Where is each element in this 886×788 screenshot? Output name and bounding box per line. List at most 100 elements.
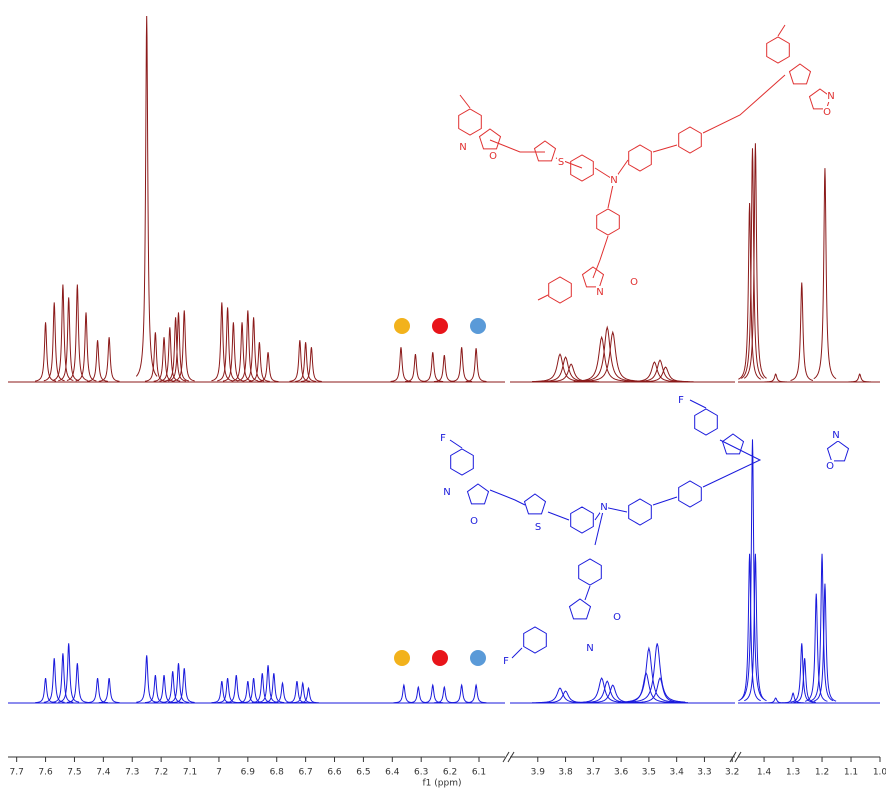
x-tick-label: 6.9 (241, 768, 256, 778)
atom-bg (459, 141, 467, 153)
atom-label: N (586, 643, 593, 654)
peak (217, 307, 239, 382)
bond (689, 399, 707, 409)
atom-bg (534, 521, 542, 533)
x-axis-label: f1 (ppm) (423, 779, 462, 788)
peak (584, 684, 641, 704)
peak (629, 643, 686, 703)
ring (523, 493, 547, 515)
peak (257, 665, 279, 703)
peak (289, 340, 311, 382)
bond (489, 139, 545, 153)
peak (741, 148, 764, 379)
dot (394, 650, 410, 666)
atom-bg (596, 286, 604, 298)
x-tick-label: 6.2 (443, 768, 457, 778)
atom-bg (826, 460, 834, 472)
peak (58, 643, 80, 703)
atom-bg (677, 394, 685, 406)
peak (225, 675, 247, 704)
ring (533, 140, 557, 162)
bond (449, 439, 463, 449)
ring (478, 128, 502, 150)
x-tick-label: 7.6 (38, 768, 53, 778)
bond (511, 647, 523, 659)
x-tick-label: 3.3 (697, 768, 711, 778)
peak (58, 297, 80, 382)
x-tick-label: 3.2 (725, 768, 739, 778)
ring (581, 266, 605, 288)
x-tick-label: 1.1 (844, 768, 858, 778)
atom-label: S (535, 522, 541, 533)
peak (167, 312, 189, 382)
peak (531, 353, 589, 383)
x-tick-label: 6.7 (298, 768, 312, 778)
atom-label: N (610, 175, 617, 186)
peak (98, 678, 120, 704)
atom-label: O (826, 461, 834, 472)
ring (694, 408, 718, 436)
peak (579, 680, 636, 704)
x-tick-label: 7.3 (125, 768, 139, 778)
ring (578, 558, 602, 586)
atom-label: N (443, 487, 450, 498)
atom-label: N (832, 430, 839, 441)
atom-label: O (630, 277, 638, 288)
bond (652, 496, 678, 506)
peak (433, 355, 455, 383)
x-tick-label: 3.4 (670, 768, 685, 778)
bond (702, 74, 786, 134)
peak (422, 352, 444, 383)
peak (135, 15, 158, 377)
dot (432, 650, 448, 666)
x-tick-label: 7.5 (67, 768, 81, 778)
x-tick-label: 3.6 (614, 768, 629, 778)
peak (804, 593, 828, 702)
x-tick-label: 6.3 (414, 768, 428, 778)
ring (570, 506, 594, 534)
x-tick-label: 6.5 (356, 768, 370, 778)
peak (404, 354, 426, 383)
peak (165, 317, 187, 382)
peak (738, 202, 762, 380)
atom-bg (823, 106, 831, 118)
bond (459, 94, 471, 109)
peak (295, 342, 317, 382)
ring (450, 448, 474, 476)
peak (251, 673, 273, 704)
atom-bg (443, 486, 451, 498)
peak (52, 653, 74, 703)
peak (173, 310, 195, 382)
peak (300, 347, 322, 382)
bond (702, 439, 762, 488)
ring (628, 144, 652, 172)
ring (568, 598, 592, 620)
peak (626, 361, 683, 383)
peak (743, 143, 767, 379)
ring (596, 208, 620, 236)
peak (790, 643, 814, 703)
atom-label: N (459, 142, 466, 153)
atom-bg (557, 156, 565, 168)
atom-label: N (596, 287, 603, 298)
atom-label: F (503, 656, 509, 667)
ring (678, 126, 702, 154)
x-tick-label: 7.4 (96, 768, 111, 778)
x-tick-label: 1.3 (786, 768, 800, 778)
peak (810, 553, 834, 702)
ring (523, 626, 547, 654)
peak (422, 683, 444, 704)
x-tick-label: 1.0 (873, 768, 886, 778)
x-tick-label: 6.6 (327, 768, 342, 778)
bond (489, 489, 526, 506)
peak (87, 678, 109, 704)
peak (465, 683, 487, 704)
atom-bg (610, 174, 618, 186)
ring (458, 108, 482, 136)
atom-bg (613, 611, 621, 623)
peak (813, 168, 837, 380)
atom-bg (832, 429, 840, 441)
peak (573, 677, 630, 704)
atom-label: N (600, 502, 607, 513)
peak (263, 673, 285, 704)
